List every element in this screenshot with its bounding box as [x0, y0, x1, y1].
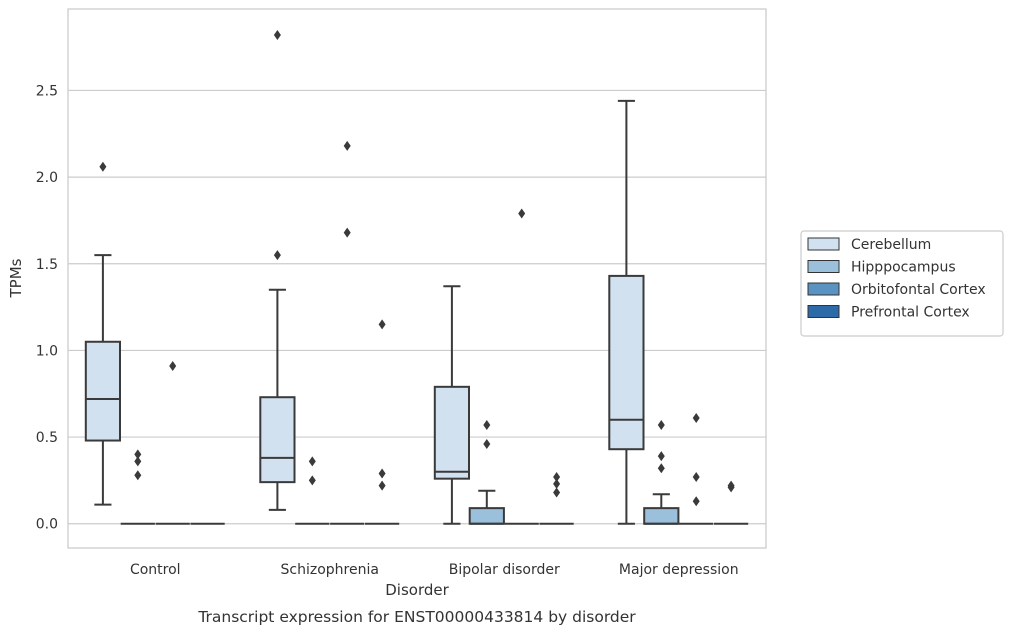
y-tick-label: 1.0: [36, 343, 58, 359]
box-body: [259, 396, 296, 484]
outlier-point: [553, 478, 561, 489]
chart-caption: Transcript expression for ENST0000043381…: [197, 608, 636, 626]
box-prefrontal-cortex-major-depression: [713, 480, 749, 525]
outlier-point: [692, 471, 700, 482]
y-tick-labels: 0.0 0.5 1.0 1.5 2.0 2.5: [36, 83, 58, 532]
legend-frame: [800, 230, 1004, 337]
box-cerebellum-major-depression: [608, 99, 645, 525]
outlier-point: [657, 463, 665, 474]
outlier-point: [553, 487, 561, 498]
outlier-point: [134, 456, 142, 467]
x-axis-label: Disorder: [385, 581, 449, 599]
box-orbitofontal-cortex-bipolar-disorder: [504, 208, 539, 525]
outlier-point: [378, 468, 386, 479]
box-cerebellum-schizophrenia: [259, 29, 296, 511]
outlier-point: [657, 451, 665, 462]
legend-item-hipppocampus: Hipppocampus: [807, 260, 956, 276]
outlier-point: [692, 413, 700, 424]
box-orbitofontal-cortex-control: [155, 361, 190, 525]
outlier-point: [343, 140, 351, 151]
outlier-point: [727, 480, 735, 491]
box-prefrontal-cortex-bipolar-disorder: [539, 471, 574, 525]
box-body: [433, 385, 471, 480]
outlier-point: [169, 361, 177, 372]
legend-swatch: [807, 237, 840, 251]
box-body: [84, 340, 122, 442]
outlier-point: [99, 161, 107, 172]
legend-swatch: [807, 305, 840, 318]
y-tick-label: 0.5: [36, 430, 58, 446]
y-tick-label: 2.0: [36, 170, 58, 186]
outlier-point: [273, 29, 281, 40]
y-tick-label: 1.5: [36, 257, 58, 273]
outlier-point: [692, 496, 700, 507]
x-tick-label-control: Control: [130, 562, 181, 578]
box-body: [643, 507, 680, 525]
x-tick-label-schizophrenia: Schizophrenia: [281, 562, 379, 578]
box-hipppocampus-bipolar-disorder: [468, 419, 505, 525]
y-axis-label: TPMs: [7, 258, 25, 298]
legend-item-prefrontal-cortex: Prefrontal Cortex: [807, 305, 970, 321]
outlier-point: [378, 319, 386, 330]
outlier-point: [553, 471, 561, 482]
x-tick-labels: Control Schizophrenia Bipolar disorder Majo…: [130, 562, 739, 578]
outlier-point: [134, 449, 142, 460]
x-tick-label-major-depression: Major depression: [619, 562, 739, 578]
outlier-point: [273, 250, 281, 261]
outlier-point: [308, 475, 316, 486]
x-tick-label-bipolar-disorder: Bipolar disorder: [449, 562, 560, 578]
outlier-point: [483, 439, 491, 450]
box-body: [608, 274, 645, 451]
outlier-point: [657, 419, 665, 430]
box-hipppocampus-control: [120, 449, 155, 525]
y-tick-label: 0.0: [36, 517, 58, 533]
plot-area-frame: [67, 8, 767, 549]
legend-label: Orbitofontal Cortex: [851, 282, 986, 298]
outlier-point: [308, 456, 316, 467]
box-body: [468, 507, 505, 525]
box-orbitofontal-cortex-major-depression: [679, 413, 714, 525]
outlier-point: [483, 419, 491, 430]
legend-label: Cerebellum: [851, 237, 931, 253]
box-cerebellum-control: [84, 161, 122, 506]
box-cerebellum-bipolar-disorder: [433, 285, 471, 525]
legend-swatch: [807, 260, 840, 273]
outlier-point: [518, 208, 526, 219]
legend-item-cerebellum: Cerebellum: [807, 237, 931, 253]
box-hipppocampus-schizophrenia: [295, 456, 330, 525]
outlier-point: [378, 480, 386, 491]
outlier-point: [134, 470, 142, 481]
box-hipppocampus-major-depression: [643, 419, 680, 525]
legend: Cerebellum Hipppocampus Orbitofontal Corte…: [800, 230, 1004, 337]
outlier-point: [343, 227, 351, 238]
legend-label: Prefrontal Cortex: [851, 305, 970, 321]
legend-item-orbitofontal-cortex: Orbitofontal Cortex: [807, 282, 986, 298]
legend-label: Hipppocampus: [851, 260, 956, 276]
box-orbitofontal-cortex-schizophrenia: [330, 140, 365, 525]
legend-swatch: [807, 282, 840, 296]
box-series: [84, 29, 749, 525]
box-prefrontal-cortex-schizophrenia: [364, 319, 400, 525]
y-tick-label: 2.5: [36, 83, 58, 99]
